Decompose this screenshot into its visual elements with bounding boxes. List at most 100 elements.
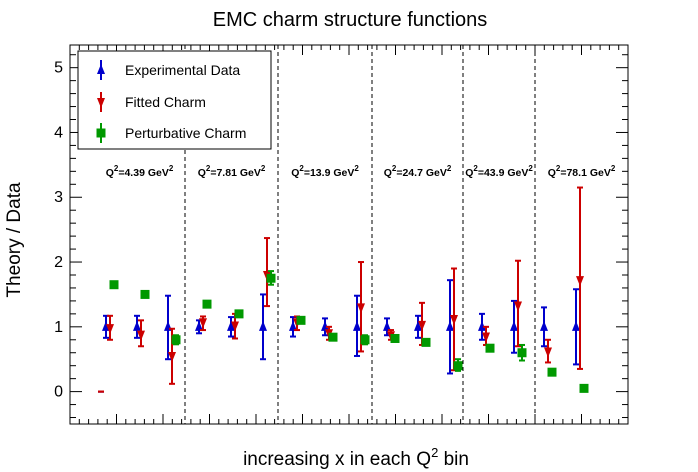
data-point — [390, 333, 400, 343]
bin-label-eq: = — [560, 167, 566, 179]
data-point — [572, 320, 580, 331]
data-point — [357, 303, 365, 314]
legend: Experimental Data Fitted Charm Perturbativ… — [77, 50, 272, 393]
bin-label-unit: GeV — [504, 167, 528, 179]
data-point — [195, 320, 203, 331]
data-point — [450, 315, 458, 326]
legend-label: Experimental Data — [125, 62, 240, 78]
bin-labels: Q2=4.39 GeV2 Q2=7.81 GeV2 Q2=13.9 GeV2 Q2=2… — [106, 164, 616, 179]
bin-label-q: Q — [291, 167, 299, 179]
bin-label: Q2=43.9 GeV2 — [465, 164, 533, 179]
data-point — [140, 289, 150, 299]
data-point — [202, 299, 212, 309]
bin-label-q-sup: 2 — [392, 164, 397, 173]
data-point — [517, 348, 527, 358]
bin-label-q-sup: 2 — [473, 164, 478, 173]
data-point — [234, 309, 244, 319]
data-series — [102, 186, 589, 393]
bin-label-eq: = — [210, 167, 216, 179]
data-point — [547, 367, 557, 377]
legend-label: Fitted Charm — [125, 94, 206, 110]
bin-label-unit: GeV — [237, 167, 261, 179]
y-tick-label: 5 — [54, 60, 63, 77]
data-point — [485, 343, 495, 353]
bin-label-q-sup: 2 — [556, 164, 561, 173]
legend-box — [77, 50, 272, 150]
bin-label: Q2=7.81 GeV2 — [198, 164, 266, 179]
bin-label: Q2=4.39 GeV2 — [106, 164, 174, 179]
data-point — [446, 320, 454, 331]
data-point — [321, 320, 329, 331]
y-tick-label: 2 — [54, 254, 63, 271]
data-point — [353, 320, 361, 331]
legend-marker — [97, 98, 105, 108]
bin-label-unit: GeV — [587, 167, 611, 179]
x-axis-title-main: increasing x in each Q — [243, 449, 431, 470]
y-tick-label: 1 — [54, 319, 63, 336]
bin-label-unit-sup: 2 — [447, 164, 452, 173]
data-point — [421, 337, 431, 347]
legend-marker — [96, 128, 106, 138]
bin-label-unit-sup: 2 — [169, 164, 174, 173]
bin-label-q: Q — [548, 167, 556, 179]
data-point — [109, 280, 119, 290]
data-point — [478, 320, 486, 331]
bin-label-value: 24.7 — [402, 167, 423, 179]
data-point — [540, 320, 548, 331]
data-point — [418, 320, 426, 331]
bin-label-q-sup: 2 — [114, 164, 119, 173]
series-fitted-charm — [106, 186, 584, 385]
data-point — [231, 321, 239, 332]
data-point — [171, 335, 181, 345]
bin-label-unit-sup: 2 — [261, 164, 266, 173]
data-point — [453, 361, 463, 371]
bin-label-eq: = — [478, 167, 484, 179]
y-tick-label: 3 — [54, 189, 63, 206]
data-point — [482, 332, 490, 343]
data-point — [328, 332, 338, 342]
x-axis-title: increasing x in each Q2 bin — [243, 445, 469, 470]
data-point — [576, 276, 584, 287]
bin-label: Q2=78.1 GeV2 — [548, 164, 616, 179]
legend-marker — [97, 64, 105, 74]
series-perturbative-charm — [109, 270, 589, 393]
data-point — [227, 320, 235, 331]
data-point — [296, 315, 306, 325]
y-tick-label: 0 — [54, 384, 63, 401]
data-point — [266, 273, 276, 283]
y-tick-label: 4 — [54, 124, 63, 141]
data-point — [259, 320, 267, 331]
bin-label: Q2=13.9 GeV2 — [291, 164, 359, 179]
x-axis-title-sup: 2 — [431, 445, 438, 460]
data-point — [514, 301, 522, 312]
bin-label-value: 4.39 — [124, 167, 145, 179]
data-point — [199, 318, 207, 329]
bin-label-unit-sup: 2 — [354, 164, 359, 173]
bin-label: Q2=24.7 GeV2 — [384, 164, 452, 179]
data-point — [510, 320, 518, 331]
data-point — [106, 324, 114, 335]
data-point — [544, 347, 552, 358]
bin-label-unit: GeV — [423, 167, 447, 179]
data-point — [133, 320, 141, 331]
bin-label-value: 13.9 — [310, 167, 331, 179]
bin-label-unit-sup: 2 — [528, 164, 533, 173]
data-point — [360, 335, 370, 345]
bin-label-q: Q — [106, 167, 114, 179]
bin-label-unit: GeV — [330, 167, 354, 179]
legend-label: Perturbative Charm — [125, 125, 246, 141]
bin-label-q: Q — [198, 167, 206, 179]
y-axis-title: Theory / Data — [4, 182, 25, 298]
bin-label-q-sup: 2 — [206, 164, 211, 173]
bin-label-unit: GeV — [145, 167, 169, 179]
y-axis: 0 1 2 3 4 5 — [54, 54, 628, 419]
data-point — [168, 351, 176, 362]
data-point — [289, 320, 297, 331]
bin-label-eq: = — [304, 167, 310, 179]
bin-label-value: 78.1 — [566, 167, 587, 179]
bin-label-eq: = — [396, 167, 402, 179]
chart-title: EMC charm structure functions — [213, 9, 488, 31]
x-axis-title-tail: bin — [438, 449, 469, 470]
series-experimental-data — [102, 279, 580, 375]
